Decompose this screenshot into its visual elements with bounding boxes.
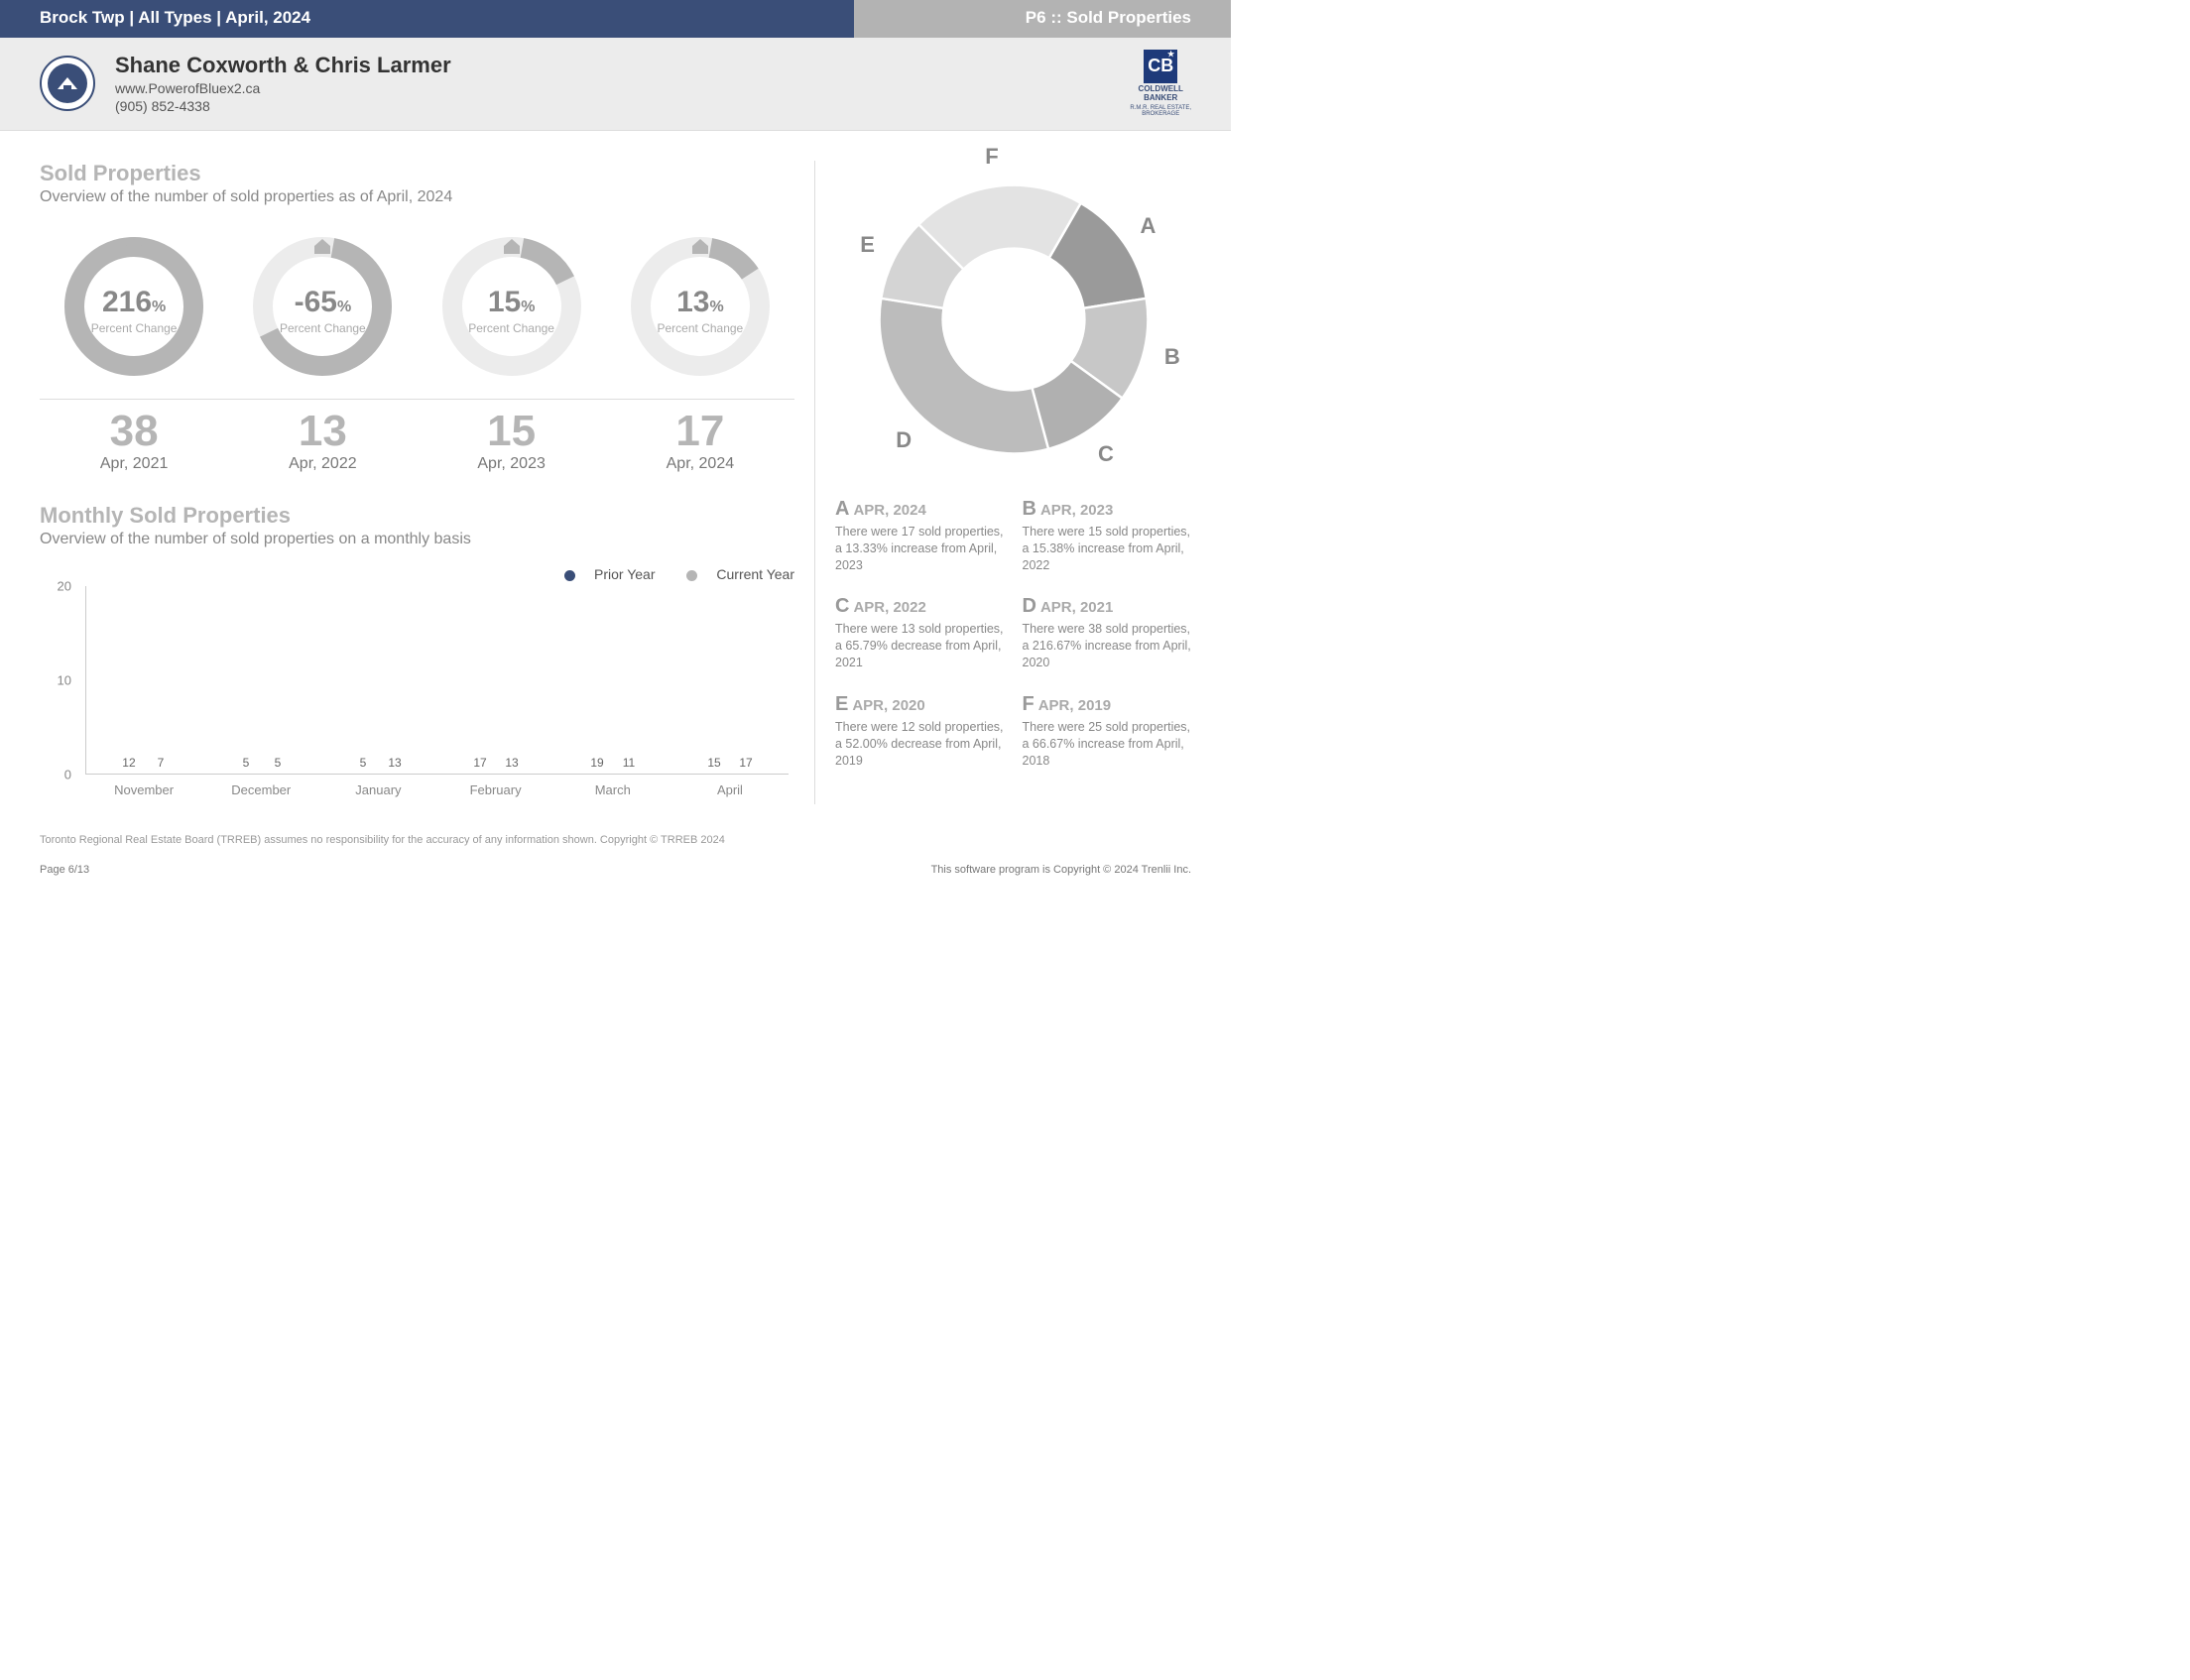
brand-logo: CB COLDWELL BANKER R.M.R. REAL ESTATE, B… <box>1130 50 1191 118</box>
summary-text: There were 25 sold properties, a 66.67% … <box>1023 719 1192 770</box>
gauge-value: 15% <box>437 286 586 319</box>
section-subtitle: Overview of the number of sold propertie… <box>40 531 794 548</box>
gauge-value: 13% <box>626 286 775 319</box>
summary-letter: A <box>835 498 849 520</box>
section-title: Monthly Sold Properties <box>40 503 794 529</box>
donut-label: D <box>896 427 912 453</box>
breadcrumb: Brock Twp | All Types | April, 2024 <box>0 0 854 38</box>
summary-item: EAPR, 2020 There were 12 sold properties… <box>835 693 1005 770</box>
gauge: 15% Percent Change <box>418 232 606 381</box>
summary-period: APR, 2024 <box>853 502 925 519</box>
donut-label: B <box>1164 344 1180 370</box>
donut-label: F <box>985 144 998 170</box>
count-period: Apr, 2021 <box>40 455 228 473</box>
count-period: Apr, 2024 <box>606 455 794 473</box>
summary-text: There were 13 sold properties, a 65.79% … <box>835 621 1005 671</box>
count-value: 13 <box>228 410 417 453</box>
disclaimer: Toronto Regional Real Estate Board (TRRE… <box>0 814 1231 850</box>
gauge-value: 216% <box>60 286 208 319</box>
gauge-label: Percent Change <box>437 321 586 335</box>
x-label: November <box>85 777 202 804</box>
agent-info: Shane Coxworth & Chris Larmer www.Powero… <box>115 53 1130 114</box>
brand-line: BROKERAGE <box>1130 111 1191 118</box>
agent-phone: (905) 852-4338 <box>115 98 1130 114</box>
chart-legend: Prior Year Current Year <box>40 566 794 582</box>
summary-letter: B <box>1023 498 1036 520</box>
summary-item: FAPR, 2019 There were 25 sold properties… <box>1023 693 1192 770</box>
summary-period: APR, 2022 <box>853 599 925 616</box>
donut-label: E <box>860 232 875 258</box>
gauge-label: Percent Change <box>248 321 397 335</box>
x-label: February <box>437 777 554 804</box>
gauge-label: Percent Change <box>60 321 208 335</box>
header: Shane Coxworth & Chris Larmer www.Powero… <box>0 38 1231 131</box>
count-cell: 13 Apr, 2022 <box>228 410 417 473</box>
gauge: 216% Percent Change <box>40 232 228 381</box>
section-title: Sold Properties <box>40 161 794 186</box>
count-cell: 15 Apr, 2023 <box>418 410 606 473</box>
agent-name: Shane Coxworth & Chris Larmer <box>115 53 1130 78</box>
summary-period: APR, 2020 <box>852 697 924 714</box>
x-label: March <box>554 777 671 804</box>
page-number: Page 6/13 <box>40 864 89 876</box>
y-tick: 10 <box>58 672 71 687</box>
agent-badge-icon <box>40 56 95 111</box>
counts-row: 38 Apr, 2021 13 Apr, 2022 15 Apr, 2023 1… <box>40 410 794 473</box>
gauge-label: Percent Change <box>626 321 775 335</box>
donut-label: C <box>1098 441 1114 467</box>
summary-letter: E <box>835 693 848 715</box>
section-subtitle: Overview of the number of sold propertie… <box>40 188 794 206</box>
donut-label: A <box>1140 213 1156 239</box>
brand-line: R.M.R. REAL ESTATE, <box>1130 105 1191 112</box>
count-value: 38 <box>40 410 228 453</box>
summary-text: There were 15 sold properties, a 15.38% … <box>1023 524 1192 574</box>
gauges-row: 216% Percent Change -65% Percent Change … <box>40 232 794 400</box>
y-tick: 20 <box>58 578 71 593</box>
legend-label: Prior Year <box>594 566 655 582</box>
gauge: -65% Percent Change <box>228 232 417 381</box>
top-bar: Brock Twp | All Types | April, 2024 P6 :… <box>0 0 1231 38</box>
summary-item: CAPR, 2022 There were 13 sold properties… <box>835 595 1005 671</box>
legend-label: Current Year <box>716 566 794 582</box>
gauge-value: -65% <box>248 286 397 319</box>
bar-chart: 01020 12 7 5 5 5 13 17 13 19 11 15 17 No… <box>40 586 794 804</box>
summary-item: DAPR, 2021 There were 38 sold properties… <box>1023 595 1192 671</box>
summary-text: There were 17 sold properties, a 13.33% … <box>835 524 1005 574</box>
summary-letter: F <box>1023 693 1034 715</box>
count-cell: 17 Apr, 2024 <box>606 410 794 473</box>
page-title-tag: P6 :: Sold Properties <box>854 0 1231 38</box>
summary-period: APR, 2019 <box>1038 697 1111 714</box>
brand-line: BANKER <box>1130 94 1191 103</box>
x-label: April <box>671 777 789 804</box>
copyright: This software program is Copyright © 202… <box>931 864 1191 876</box>
summary-period: APR, 2023 <box>1040 502 1113 519</box>
count-period: Apr, 2023 <box>418 455 606 473</box>
gauge: 13% Percent Change <box>606 232 794 381</box>
summary-letter: C <box>835 595 849 617</box>
summary-letter: D <box>1023 595 1036 617</box>
summary-text: There were 12 sold properties, a 52.00% … <box>835 719 1005 770</box>
summary-item: AAPR, 2024 There were 17 sold properties… <box>835 498 1005 574</box>
donut-chart: ABCDEF <box>855 161 1172 478</box>
count-cell: 38 Apr, 2021 <box>40 410 228 473</box>
summary-item: BAPR, 2023 There were 15 sold properties… <box>1023 498 1192 574</box>
summary-period: APR, 2021 <box>1040 599 1113 616</box>
summaries-grid: AAPR, 2024 There were 17 sold properties… <box>835 498 1191 770</box>
summary-text: There were 38 sold properties, a 216.67%… <box>1023 621 1192 671</box>
x-label: December <box>202 777 319 804</box>
x-label: January <box>319 777 436 804</box>
y-tick: 0 <box>64 767 71 781</box>
agent-website: www.PowerofBluex2.ca <box>115 80 1130 96</box>
count-period: Apr, 2022 <box>228 455 417 473</box>
count-value: 17 <box>606 410 794 453</box>
count-value: 15 <box>418 410 606 453</box>
